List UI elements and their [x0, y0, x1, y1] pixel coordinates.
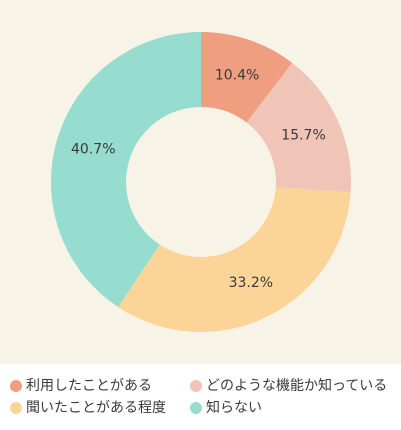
value-label: 40.7%: [71, 142, 115, 158]
donut-slice: [201, 32, 293, 123]
legend-label: 利用したことがある: [26, 378, 152, 394]
donut-slice: [246, 62, 351, 193]
legend-marker: [190, 402, 202, 414]
legend-marker: [10, 380, 22, 392]
legend-marker: [10, 402, 22, 414]
legend-label: どのような機能か知っている: [206, 377, 387, 394]
value-label: 15.7%: [281, 128, 325, 144]
value-label: 33.2%: [229, 275, 273, 291]
donut-slice: [118, 187, 351, 332]
legend-marker: [190, 380, 202, 392]
legend-label: 知らない: [206, 399, 262, 416]
legend-label: 聞いたことがある程度: [26, 400, 166, 416]
value-label: 10.4%: [215, 67, 259, 83]
donut-slice: [51, 32, 201, 308]
